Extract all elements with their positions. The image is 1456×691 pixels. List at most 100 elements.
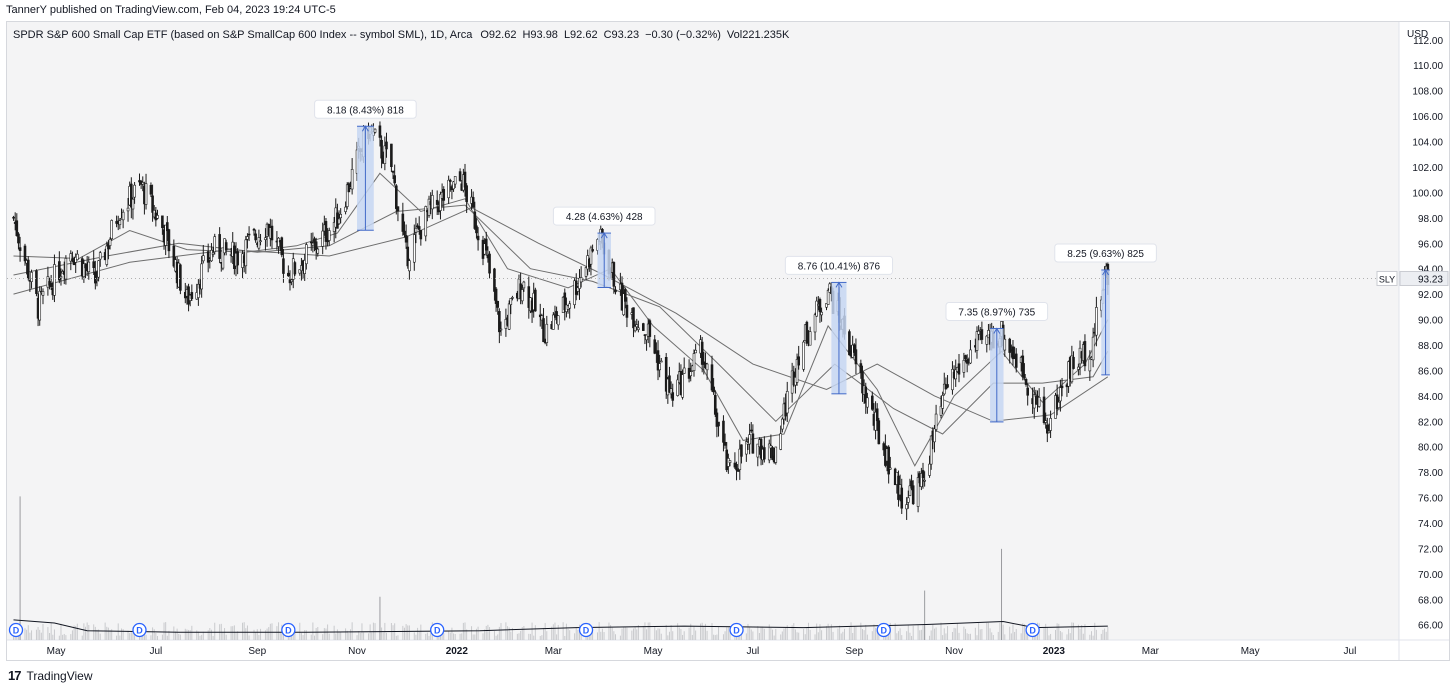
candle-body — [874, 411, 877, 431]
dividend-label: D — [583, 626, 590, 636]
candle-body — [339, 214, 342, 219]
candle-body — [314, 241, 318, 251]
candle-body — [854, 349, 858, 365]
candle-body — [632, 307, 635, 329]
candle-body — [453, 176, 457, 185]
candle-body — [802, 341, 805, 370]
candle-body — [293, 262, 297, 275]
y-tick-label: 70.00 — [1418, 570, 1443, 581]
x-tick-label: Sep — [248, 646, 266, 657]
candle-body — [749, 429, 753, 432]
candle-body — [408, 260, 411, 272]
chart-title: SPDR S&P 600 Small Cap ETF (based on S&P… — [13, 29, 473, 41]
candle-body — [406, 246, 410, 267]
candle-body — [668, 375, 671, 393]
candle-body — [965, 359, 969, 364]
range-label: 4.28 (4.63%) 428 — [566, 212, 643, 223]
candle-body — [1003, 338, 1007, 351]
candle-body — [15, 220, 19, 237]
candle-body — [923, 479, 926, 482]
dividend-circle — [1025, 622, 1040, 638]
candle-body — [905, 504, 908, 510]
time-axis[interactable]: May Jul Sep Nov 2022 Mar May Jul Sep Nov 2023 Mar Ma… — [47, 646, 1357, 657]
candle-body — [738, 448, 742, 470]
candle-body — [653, 339, 657, 354]
y-tick-label: 80.00 — [1418, 443, 1443, 454]
candle-body — [728, 460, 732, 463]
y-tick-label: 78.00 — [1418, 468, 1443, 479]
x-tick-label: 2022 — [446, 646, 469, 657]
candle-body — [156, 215, 159, 219]
candle-body — [442, 189, 446, 201]
candle-body — [218, 234, 221, 259]
candle-body — [614, 289, 617, 293]
candle-body — [929, 435, 933, 465]
price-axis[interactable]: 66.00 68.00 70.00 72.00 74.00 76.00 78.00 80.00… — [1412, 36, 1443, 632]
chart-pane[interactable]: 8.18 (8.43%) 818 4.28 (4.63%) 428 8.76 (10… — [6, 21, 1450, 661]
range-measurement-4: 7.35 (8.97%) 735 — [945, 301, 1049, 423]
candle-body — [552, 314, 555, 330]
candle-body — [710, 364, 714, 391]
candle-body — [664, 356, 668, 392]
candle-body — [190, 292, 194, 299]
y-tick-label: 102.00 — [1412, 163, 1443, 174]
range-label-box — [314, 99, 417, 119]
published-by-line: TannerY published on TradingView.com, Fe… — [6, 4, 336, 16]
candle-body — [1021, 355, 1025, 377]
candle-body — [520, 289, 524, 302]
candle-body — [658, 363, 661, 371]
x-tick-label: 2023 — [1043, 646, 1066, 657]
dividend-circle — [578, 622, 594, 638]
candle-body — [916, 477, 920, 507]
candle-body — [682, 367, 686, 374]
candle-body — [633, 326, 637, 332]
candle-body — [430, 195, 434, 210]
candle-body — [980, 329, 984, 340]
candle-body — [350, 169, 354, 190]
y-tick-label: 84.00 — [1418, 392, 1443, 403]
candle-body — [161, 215, 164, 229]
candlestick-chart[interactable]: 8.18 (8.43%) 818 4.28 (4.63%) 428 8.76 (10… — [7, 22, 1449, 660]
range-label-box — [784, 255, 894, 275]
y-tick-label: 66.00 — [1418, 621, 1443, 632]
candle-body — [1083, 341, 1087, 367]
candle-body — [769, 445, 773, 449]
y-tick-label: 74.00 — [1418, 519, 1443, 530]
candle-body — [805, 321, 809, 344]
candle-body — [813, 314, 817, 333]
candle-body — [1095, 307, 1098, 336]
candle-body — [414, 227, 418, 233]
candle-body — [206, 251, 210, 263]
candle-body — [911, 485, 915, 505]
candle-body — [1024, 378, 1028, 385]
y-tick-label: 72.00 — [1418, 544, 1443, 555]
candle-body — [337, 218, 341, 225]
candle-body — [635, 324, 639, 328]
dividend-circle — [132, 622, 147, 638]
range-label: 8.76 (10.41%) 876 — [798, 261, 881, 272]
candle-body — [458, 171, 462, 181]
range-label-box — [552, 206, 656, 226]
candle-body — [694, 349, 697, 354]
candle-body — [1060, 385, 1064, 389]
range-label-box — [1054, 243, 1157, 263]
candle-body — [131, 198, 135, 210]
candle-body — [95, 279, 99, 281]
candle-body — [906, 497, 910, 503]
candle-body — [563, 292, 567, 311]
candle-body — [213, 236, 217, 253]
candle-body — [534, 289, 537, 312]
range-label-box — [945, 301, 1049, 321]
dividend-circle — [876, 622, 891, 638]
candle-body — [645, 334, 648, 341]
candle-body — [473, 211, 477, 229]
candle-body — [795, 359, 799, 383]
candle-body — [712, 386, 715, 393]
candle-body — [287, 272, 290, 277]
candle-body — [345, 184, 349, 207]
candle-body — [17, 233, 20, 244]
candle-body — [427, 198, 431, 216]
y-tick-label: 92.00 — [1418, 290, 1443, 301]
candle-body — [448, 179, 452, 182]
